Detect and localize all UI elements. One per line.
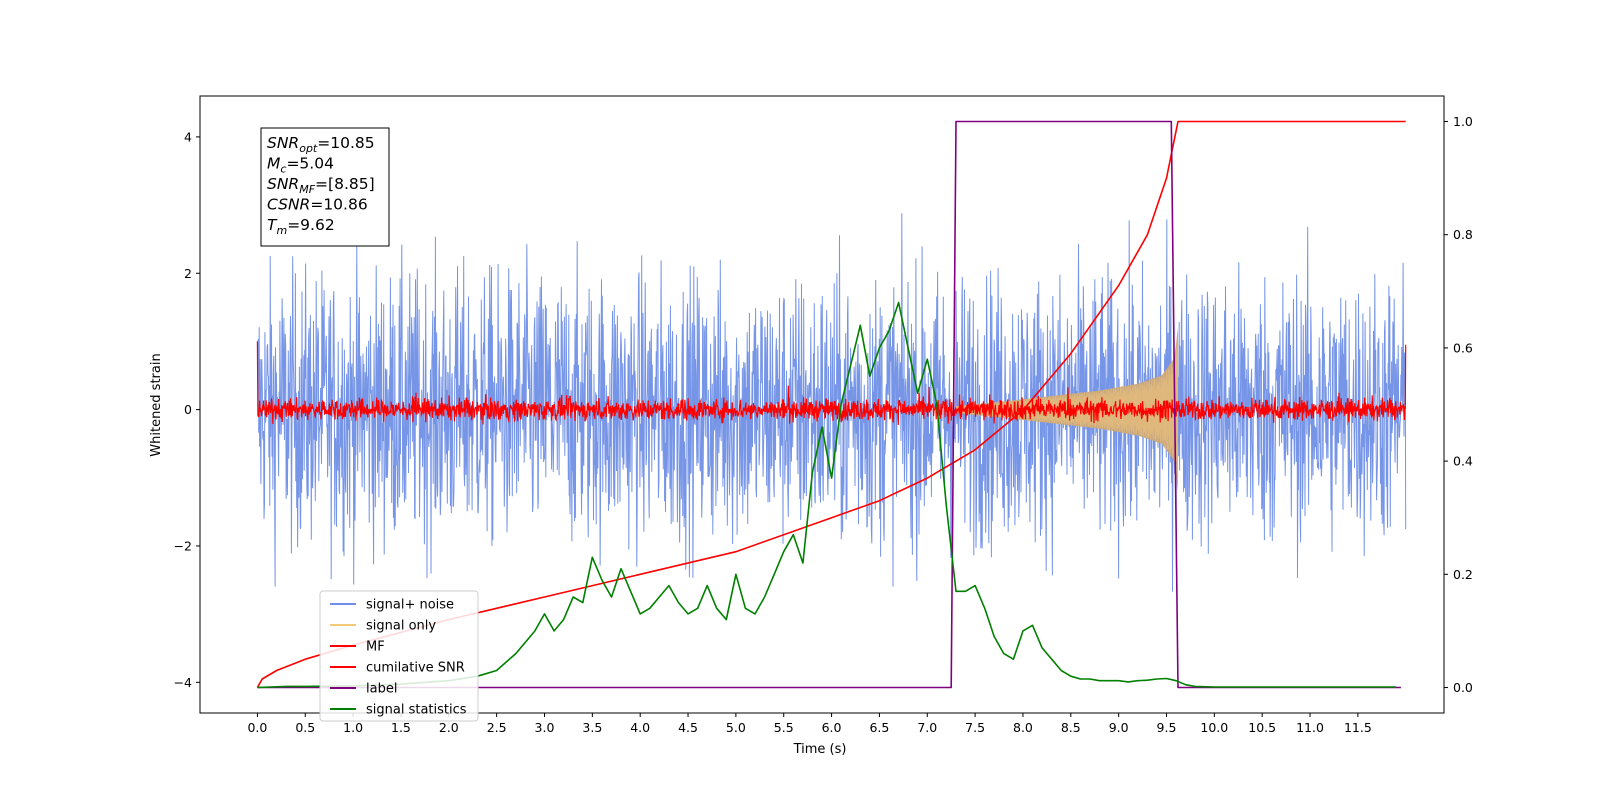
y-tick-label: 4 xyxy=(184,129,192,144)
x-tick-label: 0.0 xyxy=(247,720,267,735)
x-tick-label: 7.5 xyxy=(965,720,985,735)
legend-label: cumilative SNR xyxy=(366,661,465,676)
x-tick-label: 5.0 xyxy=(726,720,746,735)
annotation-line: CSNR=10.86 xyxy=(267,196,368,214)
x-axis: 0.0 0.5 1.0 1.5 2.0 2.5 3.0 3.5 4.0 4.5 5.0 5.5 6.0 6… xyxy=(247,713,1372,735)
legend-label: signal+ noise xyxy=(366,598,454,613)
y2-tick-label: 0.4 xyxy=(1453,454,1473,469)
series-signal-plus-noise xyxy=(256,213,1407,592)
x-tick-label: 8.0 xyxy=(1013,720,1033,735)
x-tick-label: 6.5 xyxy=(869,720,889,735)
y-axis-label: Whitened strain xyxy=(149,353,164,456)
stats-annotation-box: SNRopt=10.85Mc=5.04SNRMF=[8.85]CSNR=10.8… xyxy=(260,127,390,247)
x-tick-label: 6.0 xyxy=(822,720,842,735)
y-axis-left: −4 −2 0 2 4 xyxy=(174,129,200,690)
x-tick-label: 3.5 xyxy=(582,720,602,735)
x-tick-label: 8.5 xyxy=(1061,720,1081,735)
x-axis-label: Time (s) xyxy=(793,742,847,757)
x-tick-label: 2.0 xyxy=(439,720,459,735)
y-tick-label: 2 xyxy=(184,266,192,281)
x-tick-label: 2.5 xyxy=(487,720,507,735)
y-tick-label: −2 xyxy=(174,538,192,553)
y2-tick-label: 0.6 xyxy=(1453,340,1473,355)
annotation-line: Tm=9.62 xyxy=(267,216,335,237)
x-tick-label: 3.0 xyxy=(535,720,555,735)
x-tick-label: 1.0 xyxy=(343,720,363,735)
x-tick-label: 4.5 xyxy=(678,720,698,735)
legend-label: signal statistics xyxy=(366,703,467,718)
x-tick-label: 11.5 xyxy=(1344,720,1372,735)
y2-tick-label: 0.8 xyxy=(1453,227,1473,242)
annotation-line: SNRMF=[8.85] xyxy=(267,175,375,196)
y-tick-label: −4 xyxy=(174,675,192,690)
x-tick-label: 5.5 xyxy=(774,720,794,735)
x-tick-label: 10.5 xyxy=(1248,720,1276,735)
x-tick-label: 9.5 xyxy=(1157,720,1177,735)
x-tick-label: 7.0 xyxy=(917,720,937,735)
y-axis-right: 0.0 0.2 0.4 0.6 0.8 1.0 xyxy=(1444,114,1473,695)
y2-tick-label: 1.0 xyxy=(1453,114,1473,129)
legend-label: label xyxy=(366,682,397,697)
legend-label: signal only xyxy=(366,619,436,634)
x-tick-label: 9.0 xyxy=(1109,720,1129,735)
plot-frame xyxy=(199,95,1445,714)
legend-frame xyxy=(319,590,479,722)
x-tick-label: 1.5 xyxy=(391,720,411,735)
x-tick-label: 11.0 xyxy=(1296,720,1324,735)
x-tick-label: 10.0 xyxy=(1200,720,1228,735)
annotation-line: Mc=5.04 xyxy=(267,155,334,176)
series-mf xyxy=(256,341,1407,426)
x-tick-label: 0.5 xyxy=(295,720,315,735)
y-tick-label: 0 xyxy=(184,402,192,417)
y2-tick-label: 0.0 xyxy=(1453,680,1473,695)
x-tick-label: 4.0 xyxy=(630,720,650,735)
y2-tick-label: 0.2 xyxy=(1453,567,1473,582)
series-layer xyxy=(256,120,1407,689)
legend: signal+ noise signal only MF cumilative SNR… xyxy=(319,590,479,722)
series-cumulative-snr xyxy=(256,120,1406,688)
annotation-line: SNRopt=10.85 xyxy=(267,134,375,155)
legend-label: MF xyxy=(366,640,385,655)
series-signal-statistics xyxy=(257,301,1397,689)
annotation-box-frame xyxy=(260,127,390,247)
